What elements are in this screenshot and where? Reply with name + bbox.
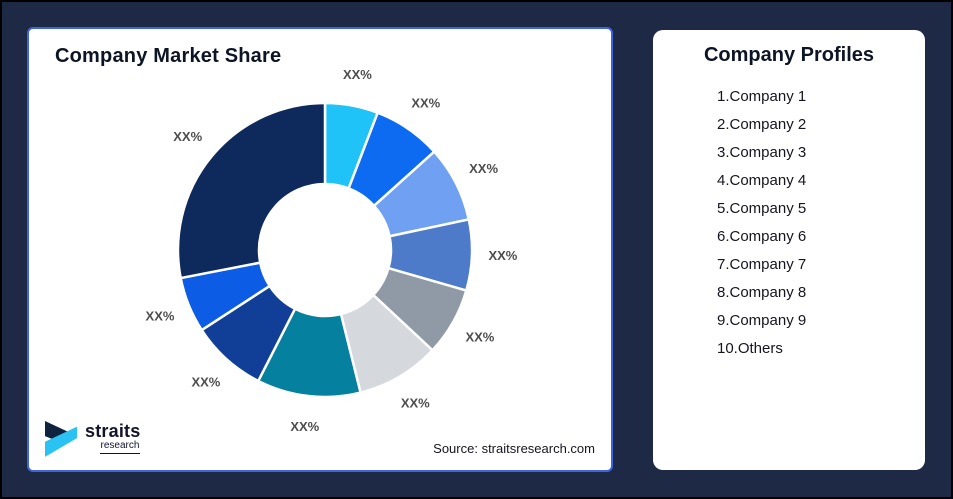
company-profiles-card: Company Profiles 1.Company 1 2.Company 2 3… — [653, 30, 925, 470]
market-share-donut-chart: XX% XX% XX% XX% XX% XX% XX% XX% XX% XX% — [146, 67, 518, 434]
market-share-card: Company Market Share XX% XX% XX% XX% XX% XX% X… — [27, 27, 613, 472]
slice-label: XX% — [173, 129, 202, 144]
straits-research-logo: straits research — [45, 418, 141, 458]
logo-word: straits — [85, 421, 141, 441]
slice-label: XX% — [401, 395, 430, 410]
slice-label: XX% — [411, 95, 440, 110]
profile-list-item: 1.Company 1 — [717, 88, 807, 105]
profile-list-item: 6.Company 6 — [717, 228, 807, 245]
logo-subword: research — [99, 440, 141, 454]
slice-label: XX% — [290, 419, 319, 434]
profile-list-item: 8.Company 8 — [717, 284, 807, 301]
slice-label: XX% — [465, 330, 494, 345]
straits-logo-icon — [45, 421, 78, 457]
slice-label: XX% — [191, 374, 220, 389]
profiles-title: Company Profiles — [703, 44, 875, 66]
slice-label: XX% — [488, 248, 517, 263]
profile-list-item: 3.Company 3 — [717, 144, 807, 161]
logo-text: straits research — [85, 421, 141, 454]
chart-title: Company Market Share — [55, 45, 282, 67]
slice-label: XX% — [343, 67, 372, 82]
slice-label: XX% — [146, 309, 175, 324]
profile-list-item: 4.Company 4 — [717, 172, 807, 189]
profile-list-item: 9.Company 9 — [717, 312, 807, 329]
source-note: Source: straitsresearch.com — [433, 441, 595, 456]
profile-list-item: 5.Company 5 — [717, 200, 807, 217]
profile-list-item: 2.Company 2 — [717, 116, 807, 133]
profiles-list: 1.Company 1 2.Company 2 3.Company 3 4.Compa… — [653, 83, 925, 363]
donut-slice-others — [176, 101, 327, 280]
slice-label: XX% — [469, 161, 498, 176]
profile-list-item: 10.Others — [717, 340, 783, 357]
profile-list-item: 7.Company 7 — [717, 256, 807, 273]
